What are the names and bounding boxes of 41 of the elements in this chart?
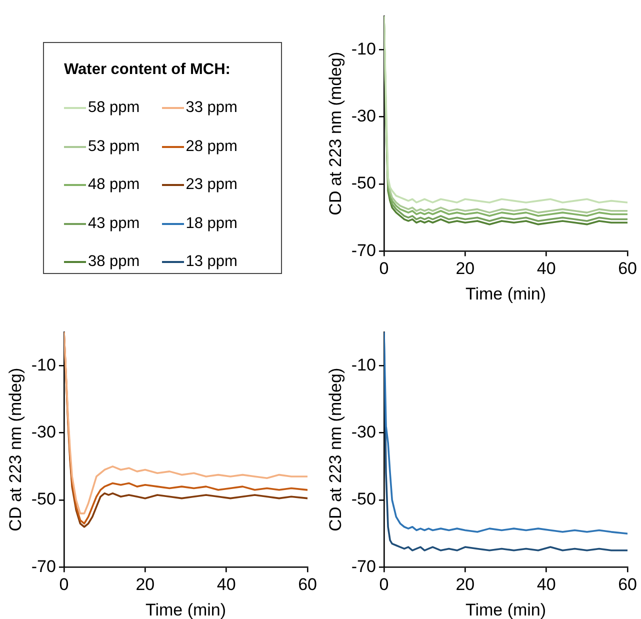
- y-tick-label: -70: [351, 240, 376, 260]
- x-tick-label: 0: [379, 259, 389, 278]
- x-axis-title: Time (min): [145, 600, 226, 619]
- legend-label: 13 ppm: [186, 253, 238, 272]
- x-tick-label: 60: [298, 575, 318, 594]
- y-tick-label: -10: [351, 355, 376, 374]
- x-tick-label: 40: [536, 259, 556, 278]
- y-tick-label: -30: [351, 422, 376, 442]
- y-tick-label: -50: [351, 490, 376, 509]
- legend-label: 38 ppm: [88, 253, 140, 272]
- legend-label: 58 ppm: [88, 99, 140, 118]
- x-tick-label: 0: [59, 575, 69, 594]
- x-tick-label: 40: [536, 575, 556, 594]
- x-tick-label: 20: [456, 575, 475, 594]
- x-tick-label: 20: [136, 575, 155, 594]
- x-tick-label: 60: [618, 259, 638, 278]
- legend-label: 18 ppm: [186, 214, 238, 233]
- y-tick-label: -30: [31, 422, 56, 442]
- x-tick-label: 40: [216, 575, 236, 594]
- y-tick-label: -10: [351, 39, 376, 58]
- x-axis-title: Time (min): [465, 600, 546, 619]
- legend-label: 43 ppm: [88, 214, 140, 233]
- y-tick-label: -30: [351, 106, 376, 126]
- legend-label: 28 ppm: [186, 138, 238, 156]
- legend-label: 23 ppm: [186, 176, 238, 194]
- x-tick-label: 60: [618, 575, 638, 594]
- y-tick-label: -70: [31, 556, 56, 576]
- x-axis-title: Time (min): [465, 284, 546, 304]
- y-tick-label: -10: [31, 355, 56, 374]
- legend-label: 48 ppm: [88, 176, 140, 194]
- y-tick-label: -70: [351, 556, 376, 576]
- legend-title: Water content of MCH:: [64, 61, 232, 79]
- y-axis-title: CD at 223 nm (mdeg): [6, 368, 25, 532]
- legend-label: 33 ppm: [186, 99, 238, 118]
- x-tick-label: 0: [379, 575, 389, 594]
- y-axis-title: CD at 223 nm (mdeg): [326, 52, 345, 216]
- x-tick-label: 20: [456, 259, 475, 278]
- y-tick-label: -50: [351, 174, 376, 193]
- y-axis-title: CD at 223 nm (mdeg): [326, 368, 345, 532]
- y-tick-label: -50: [31, 490, 56, 509]
- legend-label: 53 ppm: [88, 138, 140, 156]
